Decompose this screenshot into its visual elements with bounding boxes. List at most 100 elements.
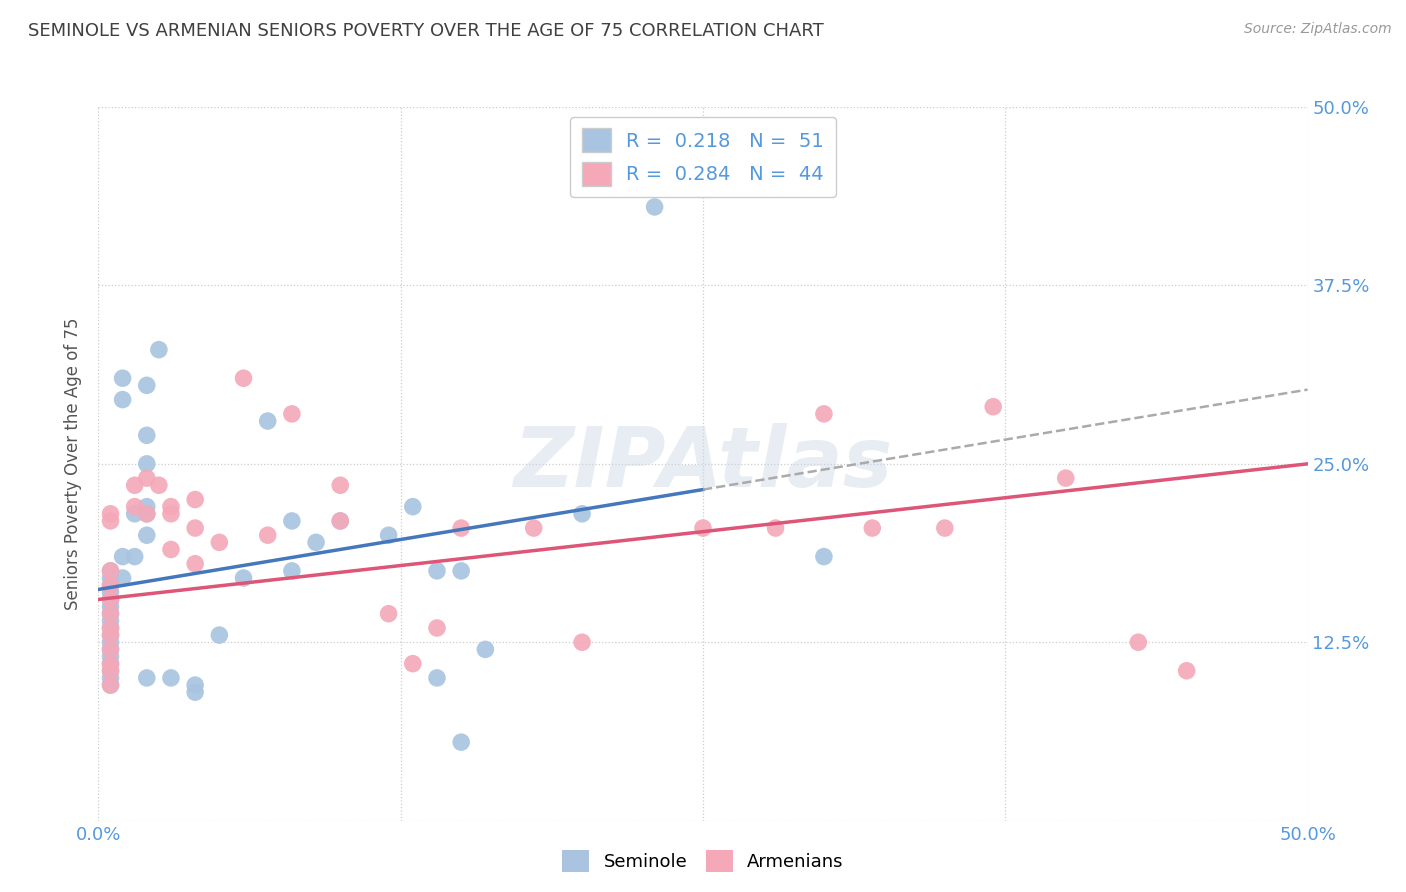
Point [100, 592, 122, 607]
Point [402, 500, 425, 514]
Point [426, 671, 449, 685]
Point [100, 628, 122, 642]
Point [100, 642, 122, 657]
Point [281, 514, 304, 528]
Point [281, 407, 304, 421]
Point [474, 642, 496, 657]
Point [377, 607, 399, 621]
Point [124, 478, 146, 492]
Point [135, 457, 157, 471]
Point [281, 564, 304, 578]
Point [148, 478, 170, 492]
Point [184, 678, 207, 692]
Point [402, 657, 425, 671]
Point [860, 521, 883, 535]
Point [111, 392, 134, 407]
Point [571, 635, 593, 649]
Point [100, 507, 122, 521]
Point [100, 607, 122, 621]
Point [100, 564, 122, 578]
Point [305, 535, 328, 549]
Point [256, 414, 278, 428]
Point [100, 592, 122, 607]
Point [256, 528, 278, 542]
Point [100, 649, 122, 664]
Legend: Seminole, Armenians: Seminole, Armenians [555, 843, 851, 880]
Text: Source: ZipAtlas.com: Source: ZipAtlas.com [1244, 22, 1392, 37]
Point [232, 371, 254, 385]
Point [934, 521, 956, 535]
Point [184, 521, 207, 535]
Point [232, 571, 254, 585]
Point [100, 578, 122, 592]
Point [124, 500, 146, 514]
Point [135, 500, 157, 514]
Point [100, 578, 122, 592]
Point [124, 507, 146, 521]
Point [329, 514, 352, 528]
Point [124, 549, 146, 564]
Point [450, 521, 472, 535]
Point [135, 507, 157, 521]
Point [100, 564, 122, 578]
Point [329, 514, 352, 528]
Point [100, 571, 122, 585]
Point [100, 671, 122, 685]
Point [135, 671, 157, 685]
Point [100, 678, 122, 692]
Point [523, 521, 546, 535]
Point [111, 371, 134, 385]
Point [160, 671, 183, 685]
Point [160, 542, 183, 557]
Point [111, 571, 134, 585]
Point [100, 657, 122, 671]
Point [208, 628, 231, 642]
Point [571, 507, 593, 521]
Point [100, 621, 122, 635]
Text: SEMINOLE VS ARMENIAN SENIORS POVERTY OVER THE AGE OF 75 CORRELATION CHART: SEMINOLE VS ARMENIAN SENIORS POVERTY OVE… [28, 22, 824, 40]
Point [208, 535, 231, 549]
Point [100, 614, 122, 628]
Point [1054, 471, 1077, 485]
Point [135, 471, 157, 485]
Point [160, 507, 183, 521]
Point [813, 407, 835, 421]
Point [100, 664, 122, 678]
Point [100, 514, 122, 528]
Point [100, 621, 122, 635]
Point [100, 657, 122, 671]
Point [1175, 664, 1198, 678]
Point [1128, 635, 1150, 649]
Point [184, 557, 207, 571]
Point [426, 564, 449, 578]
Point [100, 635, 122, 649]
Point [135, 378, 157, 392]
Point [450, 564, 472, 578]
Y-axis label: Seniors Poverty Over the Age of 75: Seniors Poverty Over the Age of 75 [65, 318, 83, 610]
Point [329, 478, 352, 492]
Point [100, 585, 122, 599]
Text: ZIPAtlas: ZIPAtlas [513, 424, 893, 504]
Point [426, 621, 449, 635]
Point [100, 607, 122, 621]
Point [692, 521, 714, 535]
Point [184, 492, 207, 507]
Point [135, 428, 157, 442]
Point [184, 685, 207, 699]
Point [644, 200, 666, 214]
Point [148, 343, 170, 357]
Point [160, 500, 183, 514]
Point [981, 400, 1004, 414]
Point [100, 642, 122, 657]
Point [765, 521, 787, 535]
Point [813, 549, 835, 564]
Point [100, 678, 122, 692]
Point [100, 664, 122, 678]
Point [100, 599, 122, 614]
Point [450, 735, 472, 749]
Point [111, 549, 134, 564]
Point [135, 528, 157, 542]
Point [135, 507, 157, 521]
Point [100, 628, 122, 642]
Point [377, 528, 399, 542]
